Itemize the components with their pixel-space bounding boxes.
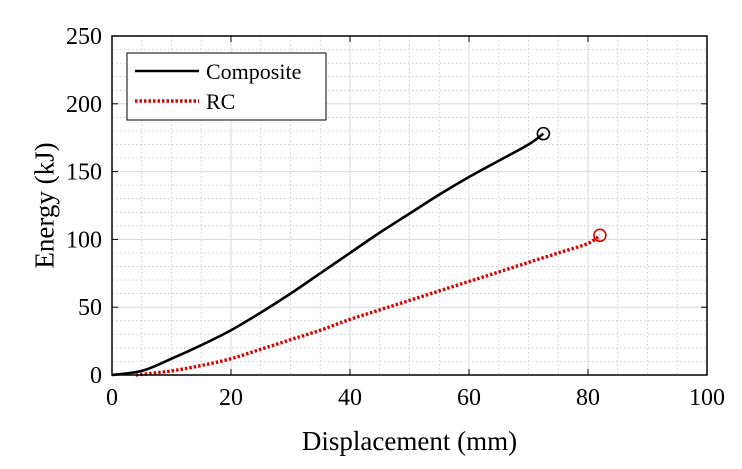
series-line-rc (135, 233, 601, 377)
legend-label-rc: RC (206, 89, 235, 114)
legend-box (126, 52, 327, 121)
x-tick-label: 0 (106, 385, 118, 411)
tick-layer: 0 20 40 60 80 100 0 50 100 150 200 250 (66, 24, 725, 411)
legend: Composite RC (126, 52, 327, 121)
x-tick-label: 40 (338, 385, 362, 411)
series-end-marker-composite (536, 126, 551, 141)
x-tick-label: 60 (457, 385, 481, 411)
series-end-marker-rc (593, 228, 607, 243)
y-tick-label: 50 (78, 295, 102, 321)
x-tick-label: 100 (689, 385, 725, 411)
y-axis-title: Energy (kJ) (29, 142, 59, 268)
series-line-composite (111, 132, 545, 377)
y-tick-label: 250 (66, 24, 102, 50)
x-tick-label: 80 (576, 385, 600, 411)
x-tick-label: 20 (219, 385, 243, 411)
plot-frame (111, 35, 708, 376)
legend-label-composite: Composite (206, 59, 301, 84)
y-tick-label: 150 (66, 160, 102, 186)
y-tick-label: 100 (66, 227, 102, 253)
series-layer (111, 126, 607, 377)
x-axis-title: Displacement (mm) (302, 426, 517, 456)
y-tick-label: 200 (66, 92, 102, 118)
y-tick-label: 0 (90, 363, 102, 389)
